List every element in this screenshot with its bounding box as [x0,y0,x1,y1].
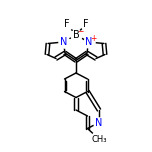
Text: N: N [60,37,67,47]
Text: −: − [77,27,84,36]
Text: N: N [95,117,103,128]
Text: B: B [73,30,79,40]
Text: CH₃: CH₃ [91,135,107,143]
Text: +: + [90,34,96,43]
Text: F: F [64,19,70,29]
Text: F: F [83,19,89,29]
Text: N: N [85,37,92,47]
